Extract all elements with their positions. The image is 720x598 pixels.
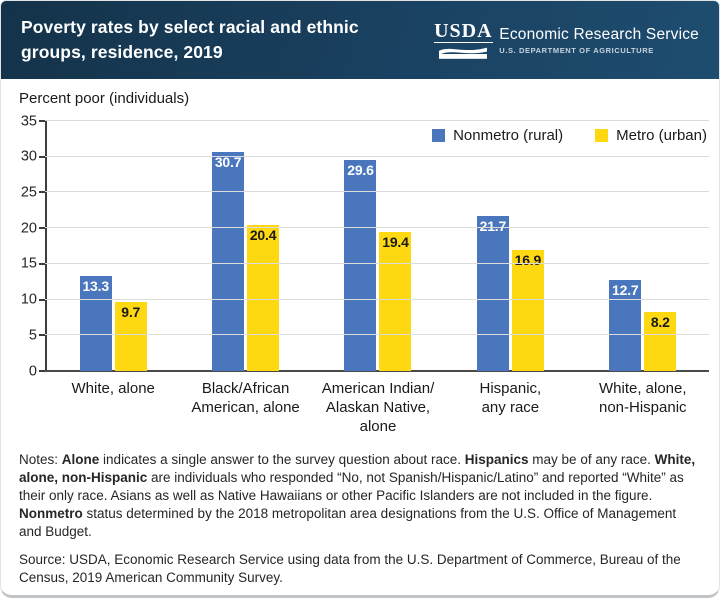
y-axis-tick	[39, 370, 45, 372]
bar-metro-hispanic-any-race: 16.9	[511, 250, 544, 371]
legend-swatch-icon	[595, 129, 609, 142]
usda-wordmark: USDA	[434, 20, 493, 43]
legend-item-nonmetro-rural: Nonmetro (rural)	[432, 127, 563, 144]
category-label-american-indian-alaskan-native-alone: American Indian/Alaskan Native, alone	[321, 380, 435, 435]
y-axis-tick	[39, 298, 45, 301]
y-tick-label: 30	[20, 148, 37, 165]
usda-logo: USDA Economic Research Service U.S. DEPA…	[434, 20, 701, 59]
notes-text: Notes: Alone indicates a single answer t…	[19, 452, 696, 539]
agency-name: Economic Research Service	[499, 25, 699, 43]
bar-metro-american-indian-alaskan-native-alone: 19.4	[379, 232, 412, 371]
legend-item-metro-urban: Metro (urban)	[595, 127, 707, 144]
bar-group-white-alone: 13.3 9.7	[47, 121, 179, 371]
y-axis-tick	[39, 155, 45, 158]
legend-label: Metro (urban)	[616, 127, 707, 144]
bar-metro-white-alone-non-hispanic: 8.2	[644, 312, 677, 371]
bar-nonmetro-white-alone: 13.3	[79, 276, 112, 371]
category-label-white-alone-non-hispanic: White, alone, non-Hispanic	[598, 380, 687, 416]
gridline	[45, 298, 709, 300]
legend-swatch-icon	[432, 129, 446, 142]
y-tick-label: 5	[28, 327, 37, 344]
header: Poverty rates by select racial and ethni…	[1, 1, 719, 79]
bar-value-label: 12.7	[612, 282, 639, 299]
gridline	[45, 334, 709, 336]
y-tick-label: 20	[20, 219, 37, 236]
bar-value-label: 20.4	[249, 227, 277, 244]
page-title: Poverty rates by select racial and ethni…	[21, 17, 359, 62]
bar-nonmetro-black-african-american-alone: 30.7	[212, 151, 245, 371]
y-axis-tick	[39, 334, 45, 337]
bar-value-label: 16.9	[514, 252, 542, 269]
bar-value-label: 29.6	[347, 161, 374, 178]
bar-nonmetro-hispanic-any-race: 21.7	[476, 216, 509, 371]
y-axis-tick	[39, 262, 45, 265]
bar-value-label: 9.7	[121, 303, 141, 320]
plot-area: 13.3 9.7 30.7 20.4 29.6 19.4 21.7 16.9 12.7 8.2 N…	[39, 120, 709, 372]
gridline	[45, 227, 709, 229]
y-tick-label: 0	[28, 362, 37, 379]
bar-metro-black-african-american-alone: 20.4	[247, 225, 280, 371]
bar-group-hispanic-any-race: 21.7 16.9	[444, 121, 576, 371]
y-axis-tick	[39, 120, 45, 122]
y-axis-title: Percent poor (individuals)	[19, 90, 190, 107]
bar-value-label: 21.7	[479, 218, 507, 234]
y-tick-label: 35	[20, 112, 37, 129]
y-tick-label: 15	[20, 255, 37, 272]
category-label-white-alone: White, alone	[71, 380, 155, 397]
y-axis-line	[45, 121, 47, 371]
gridline	[45, 262, 709, 264]
y-tick-label: 25	[20, 184, 37, 201]
y-axis-labels: 0 5 10 15 20 25 30 35	[13, 114, 45, 378]
category-label-hispanic-any-race: Hispanic, any race	[479, 380, 542, 416]
legend: Nonmetro (rural) Metro (urban)	[432, 127, 707, 144]
bar-nonmetro-american-indian-alaskan-native-alone: 29.6	[344, 159, 377, 371]
bar-value-label: 30.7	[214, 153, 242, 170]
y-axis-tick	[39, 191, 45, 194]
gridline	[45, 120, 709, 121]
x-axis-labels: White, alone Black/African American, alone…	[47, 379, 709, 436]
usda-swoosh-icon	[439, 47, 488, 59]
bar-nonmetro-white-alone-non-hispanic: 12.7	[609, 280, 642, 371]
chart: Percent poor (individuals) 0 5 10 15 20 25 30 3…	[1, 90, 719, 436]
bar-metro-white-alone: 9.7	[114, 301, 147, 371]
y-axis-tick	[39, 227, 45, 230]
y-tick-label: 10	[20, 291, 37, 308]
gridline	[45, 155, 709, 157]
x-axis-line	[45, 370, 709, 372]
bar-value-label: 8.2	[650, 314, 670, 331]
bar-group-american-indian-alaskan-native-alone: 29.6 19.4	[312, 121, 444, 371]
bar-value-label: 13.3	[82, 278, 109, 294]
gridline	[45, 191, 709, 193]
bar-group-white-alone-non-hispanic: 12.7 8.2	[577, 121, 709, 371]
source-text: Source: USDA, Economic Research Service …	[19, 552, 681, 585]
legend-label: Nonmetro (rural)	[453, 127, 564, 144]
category-label-black-african-american-alone: Black/African American, alone	[191, 380, 300, 416]
agency-department: U.S. DEPARTMENT OF AGRICULTURE	[499, 45, 654, 55]
bar-value-label: 19.4	[382, 234, 409, 251]
